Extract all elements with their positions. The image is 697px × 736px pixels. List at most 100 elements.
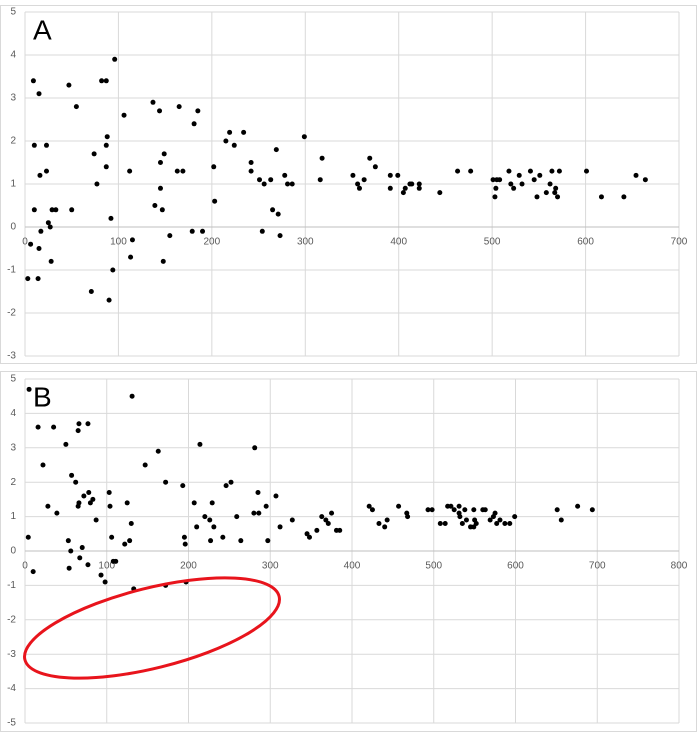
point	[642, 177, 648, 183]
panel-label: B	[33, 381, 52, 412]
point	[129, 237, 135, 243]
point	[257, 177, 263, 183]
point	[519, 181, 525, 187]
point	[69, 472, 75, 478]
point	[108, 215, 114, 221]
x-tick-label: 800	[671, 561, 688, 572]
point	[81, 493, 87, 499]
point	[194, 524, 200, 530]
point	[463, 517, 469, 523]
point	[85, 421, 91, 427]
point	[157, 160, 163, 165]
point	[107, 503, 113, 509]
point	[157, 108, 163, 114]
point	[180, 483, 186, 489]
point	[598, 194, 604, 200]
point	[220, 534, 226, 540]
point	[35, 424, 41, 430]
x-tick-label: 700	[589, 561, 606, 572]
point	[511, 185, 517, 191]
point	[31, 142, 37, 148]
point	[256, 510, 262, 516]
highlight-ellipse	[23, 576, 281, 680]
point	[106, 490, 112, 496]
point	[270, 207, 276, 213]
point	[66, 565, 72, 571]
point	[471, 507, 477, 513]
point	[53, 207, 59, 213]
point	[150, 99, 156, 105]
point	[241, 129, 247, 135]
point	[429, 507, 435, 513]
point	[76, 500, 82, 506]
point	[103, 142, 109, 148]
point	[155, 448, 161, 454]
point	[79, 545, 85, 551]
point	[30, 78, 36, 84]
point	[314, 527, 320, 533]
point	[252, 445, 258, 451]
point	[223, 483, 229, 489]
point	[113, 558, 119, 564]
point	[387, 185, 393, 191]
point	[191, 121, 197, 127]
point	[263, 503, 269, 509]
point	[289, 517, 295, 523]
point	[534, 194, 540, 200]
y-tick-label: -3	[7, 351, 16, 362]
point	[459, 520, 465, 526]
point	[553, 185, 559, 191]
point	[76, 421, 82, 427]
point	[43, 168, 49, 174]
point	[275, 211, 281, 217]
point	[112, 56, 118, 62]
y-tick-label: -2	[7, 308, 16, 319]
point	[63, 441, 69, 447]
y-tick-label: -5	[7, 718, 16, 729]
point	[28, 241, 34, 247]
point	[405, 514, 411, 520]
point	[451, 507, 457, 513]
point	[25, 534, 31, 540]
point	[45, 503, 51, 509]
point	[209, 500, 215, 506]
x-tick-label: 300	[297, 237, 314, 248]
point	[77, 555, 83, 561]
y-tick-label: 0	[10, 546, 16, 557]
point	[416, 181, 422, 187]
point	[556, 168, 562, 174]
point	[228, 479, 234, 485]
y-tick-label: 0	[10, 222, 16, 233]
point	[416, 185, 422, 191]
point	[376, 520, 382, 526]
point	[200, 228, 206, 234]
point	[456, 503, 462, 509]
point	[507, 520, 513, 526]
point	[94, 181, 100, 187]
point	[68, 548, 74, 554]
point	[494, 520, 500, 526]
point	[26, 386, 32, 392]
point	[589, 507, 595, 513]
point	[227, 129, 233, 135]
point	[65, 538, 71, 544]
point	[482, 507, 488, 513]
point	[35, 276, 41, 282]
point	[99, 78, 105, 84]
point	[160, 258, 166, 264]
point	[85, 562, 91, 568]
point	[102, 579, 108, 585]
point	[191, 500, 197, 506]
point	[395, 172, 401, 178]
point	[366, 503, 372, 509]
point	[142, 462, 148, 468]
point	[516, 172, 522, 178]
point	[91, 151, 97, 157]
point	[355, 181, 361, 187]
point	[455, 168, 461, 174]
point	[317, 177, 323, 183]
point	[167, 233, 173, 239]
point	[88, 289, 94, 294]
point	[38, 228, 44, 234]
point	[552, 190, 558, 196]
